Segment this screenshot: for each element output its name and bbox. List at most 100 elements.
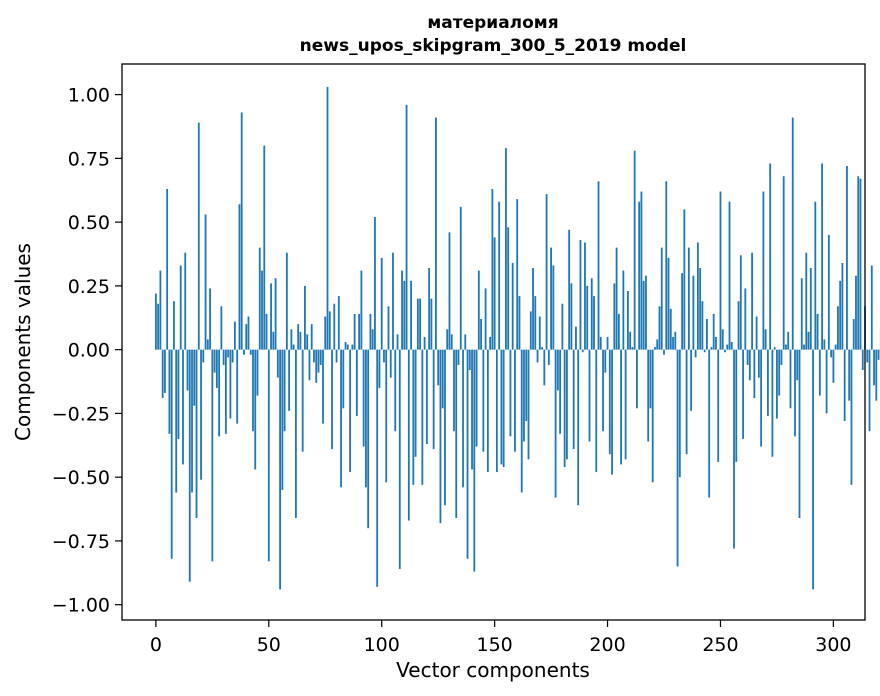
- y-axis: −1.00 −0.75 −0.50 −0.25 0.00 0.25 0.50 0.75 1.00: [52, 85, 122, 617]
- bar: [800, 278, 803, 350]
- bar: [733, 349, 735, 549]
- x-tick-label: 200: [589, 634, 625, 656]
- bar: [520, 349, 523, 493]
- bar: [717, 349, 720, 462]
- bar: [425, 349, 428, 445]
- bar: [787, 331, 790, 350]
- bar: [728, 201, 731, 350]
- bar: [696, 242, 699, 350]
- bar: [202, 349, 205, 363]
- bar: [527, 349, 530, 460]
- bar: [654, 347, 656, 350]
- bar: [629, 331, 632, 350]
- bar: [227, 349, 230, 358]
- bar: [809, 268, 812, 350]
- bar: [791, 117, 794, 350]
- y-tick-label: −0.75: [52, 531, 110, 553]
- bar: [514, 349, 516, 452]
- x-tick-label: 50: [257, 634, 281, 656]
- bar: [577, 349, 580, 506]
- bar: [249, 349, 252, 355]
- bar: [505, 148, 507, 350]
- bar: [590, 278, 593, 350]
- y-axis-label: Components values: [11, 243, 35, 441]
- bar: [396, 334, 399, 350]
- bar: [186, 349, 189, 391]
- bar: [392, 252, 394, 350]
- bar: [541, 347, 543, 350]
- bar: [369, 313, 372, 350]
- bar: [157, 303, 160, 350]
- bar: [737, 301, 740, 350]
- bar: [719, 191, 722, 350]
- bar: [584, 242, 586, 350]
- bar: [843, 349, 846, 422]
- bar: [556, 349, 559, 391]
- bar: [572, 349, 575, 450]
- bar: [805, 252, 808, 350]
- bar: [333, 303, 336, 350]
- bar: [778, 349, 781, 396]
- bar: [432, 349, 435, 450]
- bar: [466, 349, 469, 559]
- bar: [385, 349, 388, 483]
- bar: [215, 349, 218, 388]
- y-tick-label: 0.50: [68, 212, 110, 234]
- bar: [480, 319, 482, 350]
- bar: [757, 349, 760, 378]
- bar: [658, 306, 661, 350]
- bar: [715, 336, 717, 350]
- bar: [565, 349, 568, 460]
- bar: [667, 257, 670, 350]
- bar: [313, 349, 315, 363]
- bar: [746, 349, 749, 365]
- bar: [769, 163, 772, 350]
- x-tick-label: 250: [702, 634, 738, 656]
- bar: [220, 306, 223, 350]
- bar: [534, 296, 537, 350]
- bar: [669, 308, 672, 350]
- bar: [254, 349, 257, 470]
- bar: [306, 334, 309, 350]
- bar: [324, 316, 327, 350]
- bar: [710, 347, 713, 350]
- bar: [780, 349, 783, 365]
- bar: [243, 349, 245, 355]
- bar: [475, 349, 478, 447]
- bar: [491, 188, 494, 350]
- bar: [832, 349, 835, 383]
- bar: [197, 122, 200, 350]
- bar: [285, 252, 288, 350]
- bar: [771, 349, 774, 457]
- bar: [712, 313, 715, 350]
- bar: [191, 349, 193, 493]
- bar: [636, 349, 638, 409]
- bar: [421, 349, 424, 485]
- bar: [855, 275, 857, 350]
- bar: [500, 349, 503, 465]
- bar: [518, 296, 521, 350]
- bar: [830, 349, 833, 358]
- bar: [179, 265, 182, 350]
- bar: [730, 342, 733, 350]
- bar: [394, 349, 397, 432]
- bar: [455, 349, 458, 518]
- bar: [267, 349, 270, 562]
- bar: [674, 331, 677, 350]
- bar: [760, 349, 763, 447]
- bar: [200, 349, 202, 480]
- bar: [870, 265, 873, 350]
- bar: [516, 199, 519, 350]
- bar: [412, 349, 415, 485]
- bar: [430, 298, 433, 350]
- bar: [310, 324, 313, 350]
- bar: [184, 252, 187, 350]
- bar: [344, 342, 347, 350]
- bar: [665, 181, 668, 350]
- bar: [446, 329, 449, 350]
- bar: [742, 349, 744, 439]
- bar: [435, 117, 437, 350]
- bar: [154, 293, 157, 350]
- bar: [690, 349, 693, 411]
